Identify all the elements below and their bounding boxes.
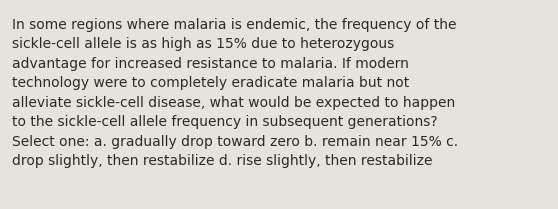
Text: In some regions where malaria is endemic, the frequency of the
sickle-cell allel: In some regions where malaria is endemic… [12,18,458,168]
